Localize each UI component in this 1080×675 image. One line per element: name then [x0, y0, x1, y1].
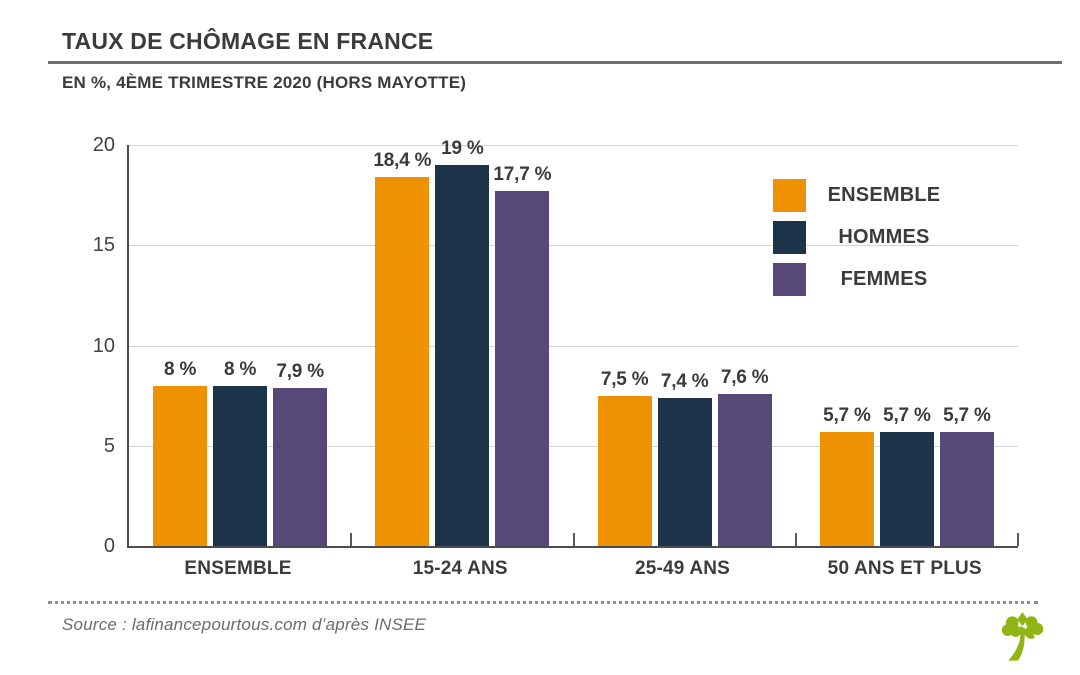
legend-swatch — [773, 221, 806, 254]
bar-value-label: 7,9 % — [276, 361, 324, 382]
bar-hommes — [657, 398, 712, 546]
bar-value-label: 17,7 % — [493, 164, 552, 185]
category-label: 25-49 ANS — [634, 558, 731, 579]
bar-group-ensemble: 8 % 8 % 7,9 % — [129, 145, 351, 546]
tree-logo-icon — [1000, 612, 1046, 664]
legend-label: HOMMES — [838, 226, 930, 248]
legend-item-hommes: HOMMES — [773, 221, 944, 254]
dotted-separator — [48, 601, 1038, 604]
legend-item-femmes: FEMMES — [773, 263, 944, 296]
gridline — [129, 345, 1018, 347]
bar-group-25-49-ans: 7,5 % 7,4 % 7,6 % — [574, 145, 796, 546]
bar-ensemble — [819, 432, 874, 546]
bar-value-label: 5,7 % — [943, 405, 991, 426]
bar-wrap: 8 % — [213, 359, 268, 546]
legend: ENSEMBLE HOMMES FEMMES — [773, 179, 944, 296]
bar-value-label: 7,6 % — [720, 367, 769, 388]
source-text: Source : lafinancepourtous.com d’après I… — [62, 615, 427, 634]
bar-ensemble — [375, 177, 430, 546]
y-axis-tick-label: 20 — [92, 134, 115, 156]
legend-swatch — [773, 263, 806, 296]
y-axis-tick-label: 15 — [92, 234, 115, 257]
chart-title: TAUX DE CHÔMAGE EN FRANCE — [62, 28, 434, 54]
category-label: ENSEMBLE — [184, 558, 292, 579]
bar-wrap: 18,4 % — [373, 150, 432, 546]
bar-wrap: 8 % — [153, 359, 208, 546]
x-axis-tick — [572, 533, 575, 546]
legend-label: ENSEMBLE — [827, 184, 941, 206]
plot-area: 8 % 8 % 7,9 % 18,4 % 19 % 17,7 % 7,5 % 7,4 % 7,6… — [127, 138, 1019, 548]
bar-hommes — [879, 432, 934, 546]
bar-value-label: 18,4 % — [373, 150, 432, 171]
y-axis-tick-label: 10 — [92, 334, 115, 357]
bar-value-label: 7,5 % — [600, 369, 649, 390]
bar-group-50-ans-et-plus: 5,7 % 5,7 % 5,7 % — [796, 145, 1018, 546]
bar-wrap: 19 % — [435, 138, 490, 546]
bar-value-label: 8 % — [224, 359, 257, 380]
y-axis-tick-label: 5 — [103, 434, 115, 457]
category-label: 15-24 ANS — [412, 558, 508, 579]
title-divider — [48, 61, 1062, 64]
bar-wrap: 7,4 % — [657, 371, 712, 546]
bar-value-label: 5,7 % — [823, 405, 871, 426]
bar-wrap: 5,7 % — [819, 405, 874, 546]
bar-hommes — [213, 386, 268, 546]
legend-swatch — [773, 179, 806, 212]
bar-hommes — [435, 165, 490, 546]
chart-subtitle: EN %, 4ÈME TRIMESTRE 2020 (HORS MAYOTTE) — [62, 73, 467, 92]
bar-wrap: 7,5 % — [597, 369, 652, 546]
y-axis-tick-label: 0 — [103, 535, 115, 557]
bar-value-label: 7,4 % — [660, 371, 709, 392]
x-axis-tick — [350, 533, 353, 546]
bar-ensemble — [597, 396, 652, 546]
x-axis-tick — [1017, 533, 1019, 546]
bar-femmes — [495, 191, 550, 546]
legend-label: FEMMES — [840, 268, 928, 290]
bar-wrap: 17,7 % — [493, 164, 552, 546]
bar-value-label: 8 % — [164, 359, 197, 380]
bar-femmes — [939, 432, 994, 546]
gridline — [129, 145, 1018, 146]
x-axis-tick — [794, 533, 797, 546]
gridline — [129, 445, 1018, 447]
bar-value-label: 5,7 % — [883, 405, 931, 426]
bar-wrap: 7,6 % — [717, 367, 772, 546]
bar-femmes — [717, 394, 772, 546]
legend-item-ensemble: ENSEMBLE — [773, 179, 944, 212]
gridline — [129, 245, 1018, 247]
bar-femmes — [273, 388, 328, 546]
bar-ensemble — [153, 386, 208, 546]
bar-wrap: 5,7 % — [939, 405, 994, 546]
bar-wrap: 7,9 % — [273, 361, 328, 546]
category-label: 50 ANS ET PLUS — [827, 558, 982, 579]
bar-group-15-24-ans: 18,4 % 19 % 17,7 % — [351, 138, 573, 546]
bar-value-label: 19 % — [441, 138, 484, 159]
bar-wrap: 5,7 % — [879, 405, 934, 546]
